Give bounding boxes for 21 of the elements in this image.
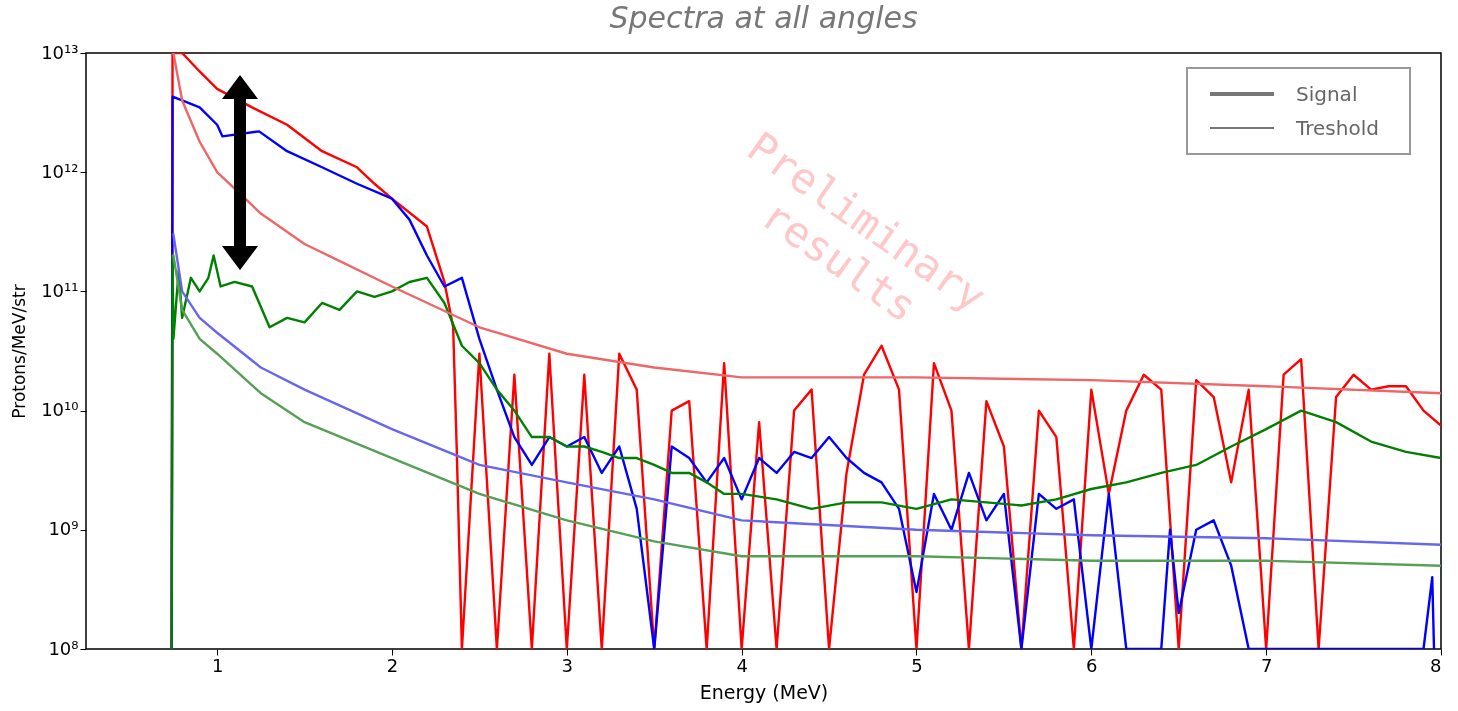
key-box: Signal Treshold	[1186, 67, 1411, 155]
annotation: Treshold	[1296, 116, 1379, 140]
y-tick-label: 10¹³	[41, 41, 79, 63]
y-tick-label: 10¹²	[41, 160, 79, 182]
x-tick-label: 3	[561, 654, 574, 676]
chart-title: Spectra at all angles	[609, 0, 918, 35]
line-series	[172, 53, 1441, 395]
y-axis-title: Protons/MeV/str	[9, 284, 30, 419]
x-axis-title: Energy (MeV)	[699, 680, 829, 703]
x-tick-label: 5	[911, 654, 923, 676]
annotation: Signal	[1296, 82, 1358, 106]
x-tick-label: 1	[211, 654, 224, 676]
y-tick-label: 10⁹	[48, 518, 79, 540]
x-tick-label: 6	[1086, 654, 1098, 676]
y-tick-label: 10¹⁰	[41, 399, 79, 421]
x-tick-label: 8	[1430, 654, 1442, 676]
x-tick-label: 2	[386, 654, 399, 676]
x-tick-label: 4	[736, 654, 748, 676]
y-tick-label: 10¹¹	[41, 279, 79, 301]
x-tick-label: 7	[1260, 654, 1273, 676]
y-tick-label: 10⁸	[48, 637, 79, 659]
